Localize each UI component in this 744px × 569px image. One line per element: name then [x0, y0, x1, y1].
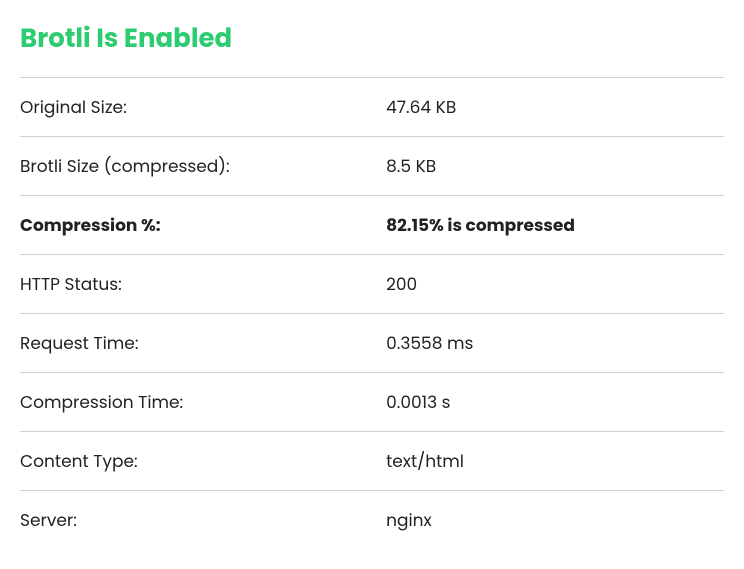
- row-label: Content Type:: [20, 432, 386, 491]
- row-value: text/html: [386, 432, 724, 491]
- row-value: nginx: [386, 491, 724, 550]
- page-heading: Brotli Is Enabled: [20, 20, 724, 59]
- info-table: Original Size: 47.64 KB Brotli Size (com…: [20, 77, 724, 549]
- row-label: Server:: [20, 491, 386, 550]
- table-row: Compression Time: 0.0013 s: [20, 373, 724, 432]
- table-row: Server: nginx: [20, 491, 724, 550]
- table-row: Brotli Size (compressed): 8.5 KB: [20, 137, 724, 196]
- table-row: Original Size: 47.64 KB: [20, 78, 724, 137]
- row-label: Compression Time:: [20, 373, 386, 432]
- row-label: Compression %:: [20, 196, 386, 255]
- row-value: 82.15% is compressed: [386, 196, 724, 255]
- row-value: 47.64 KB: [386, 78, 724, 137]
- table-row: Request Time: 0.3558 ms: [20, 314, 724, 373]
- row-label: Brotli Size (compressed):: [20, 137, 386, 196]
- table-row: Compression %: 82.15% is compressed: [20, 196, 724, 255]
- table-row: Content Type: text/html: [20, 432, 724, 491]
- row-label: Request Time:: [20, 314, 386, 373]
- row-value: 200: [386, 255, 724, 314]
- row-value: 0.0013 s: [386, 373, 724, 432]
- row-value: 0.3558 ms: [386, 314, 724, 373]
- row-value: 8.5 KB: [386, 137, 724, 196]
- table-row: HTTP Status: 200: [20, 255, 724, 314]
- row-label: HTTP Status:: [20, 255, 386, 314]
- row-label: Original Size:: [20, 78, 386, 137]
